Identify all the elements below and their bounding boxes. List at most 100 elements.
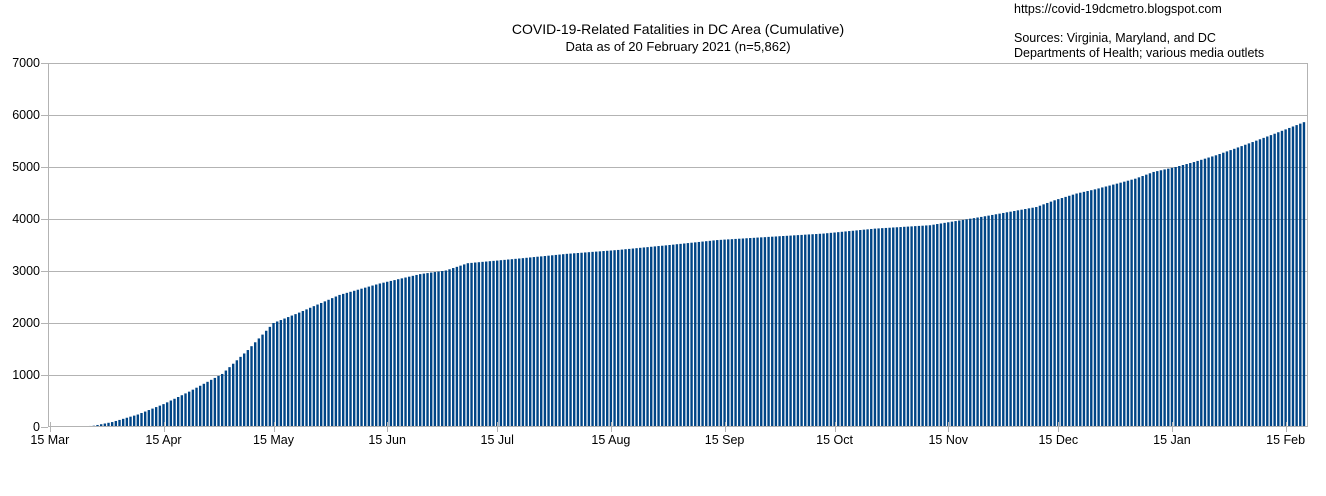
bar (884, 227, 888, 427)
bar (727, 239, 730, 427)
bar (683, 243, 686, 427)
bar (716, 240, 719, 427)
bar (408, 276, 411, 427)
bar (672, 244, 675, 427)
bar (525, 257, 528, 427)
bar (1266, 136, 1269, 427)
bar (987, 215, 990, 427)
bar (1060, 198, 1064, 427)
bar (1024, 209, 1027, 427)
bar (1115, 183, 1119, 427)
bar (485, 261, 488, 427)
bar (231, 363, 235, 427)
bar (224, 370, 228, 427)
bar (976, 217, 979, 427)
bar (1247, 143, 1251, 427)
bar (793, 235, 796, 427)
bar (1020, 209, 1023, 427)
bar (947, 222, 950, 427)
bar (587, 252, 591, 427)
bar (895, 227, 899, 427)
bar (1064, 196, 1067, 427)
x-axis-label: 15 Feb (1266, 433, 1306, 447)
bar (470, 262, 473, 427)
plot-frame (48, 63, 1308, 427)
y-axis-label: 0 (33, 420, 40, 434)
bar (734, 238, 737, 427)
bar (121, 418, 125, 427)
bar (536, 256, 539, 427)
x-axis-label: 15 Jul (480, 433, 514, 447)
bar (829, 232, 833, 427)
bar (184, 393, 187, 427)
bar (173, 398, 176, 427)
bar (1156, 171, 1159, 427)
bar (719, 239, 723, 427)
bar (327, 299, 330, 427)
bar (954, 221, 957, 427)
bar (342, 293, 345, 427)
bar (584, 252, 587, 427)
bar (554, 254, 558, 427)
bar (507, 259, 510, 427)
bar (503, 259, 506, 427)
bar (283, 318, 286, 427)
bar (397, 279, 400, 427)
bar (422, 273, 426, 427)
bar (906, 226, 910, 427)
bar (936, 224, 939, 427)
bar (1126, 180, 1130, 427)
bar (1222, 152, 1225, 427)
bar (1145, 174, 1148, 427)
bar (99, 424, 103, 427)
bar (1291, 126, 1295, 428)
bar (378, 283, 382, 427)
bar (103, 423, 107, 427)
bar (441, 271, 444, 427)
bar (404, 277, 407, 427)
bar (1273, 133, 1276, 427)
bar (1027, 208, 1031, 427)
bar (264, 330, 268, 427)
bar (202, 383, 206, 427)
bar (147, 410, 151, 427)
bar (367, 286, 371, 427)
bar (815, 234, 818, 427)
x-axis-label: 15 Aug (591, 433, 631, 447)
bar (917, 225, 921, 427)
bar (154, 407, 158, 427)
bar (1244, 144, 1247, 427)
bar (653, 246, 657, 427)
bar (1123, 181, 1126, 427)
bar (1002, 212, 1005, 427)
bar (455, 266, 459, 427)
bar (323, 301, 327, 427)
bar (521, 258, 525, 427)
bar (822, 233, 825, 427)
bar (1240, 146, 1243, 427)
bar (903, 226, 906, 427)
bar (206, 381, 209, 427)
bar (452, 268, 455, 427)
bar (958, 220, 961, 427)
bar (433, 272, 437, 427)
bar (1225, 151, 1229, 427)
bar (1053, 200, 1056, 427)
bar (1049, 201, 1053, 427)
bar (595, 251, 598, 427)
bar (1229, 150, 1232, 427)
y-axis-label: 5000 (12, 160, 40, 174)
bar (862, 229, 866, 427)
bar (1299, 123, 1302, 427)
x-axis-label: 15 May (253, 433, 295, 447)
bar (760, 237, 763, 427)
bar (499, 260, 503, 427)
bar (1185, 164, 1188, 427)
bar (228, 367, 231, 427)
bar (217, 375, 220, 427)
bar (848, 231, 851, 427)
bar (800, 234, 803, 427)
bar (606, 250, 609, 427)
bar (286, 317, 290, 427)
bar (235, 360, 239, 427)
